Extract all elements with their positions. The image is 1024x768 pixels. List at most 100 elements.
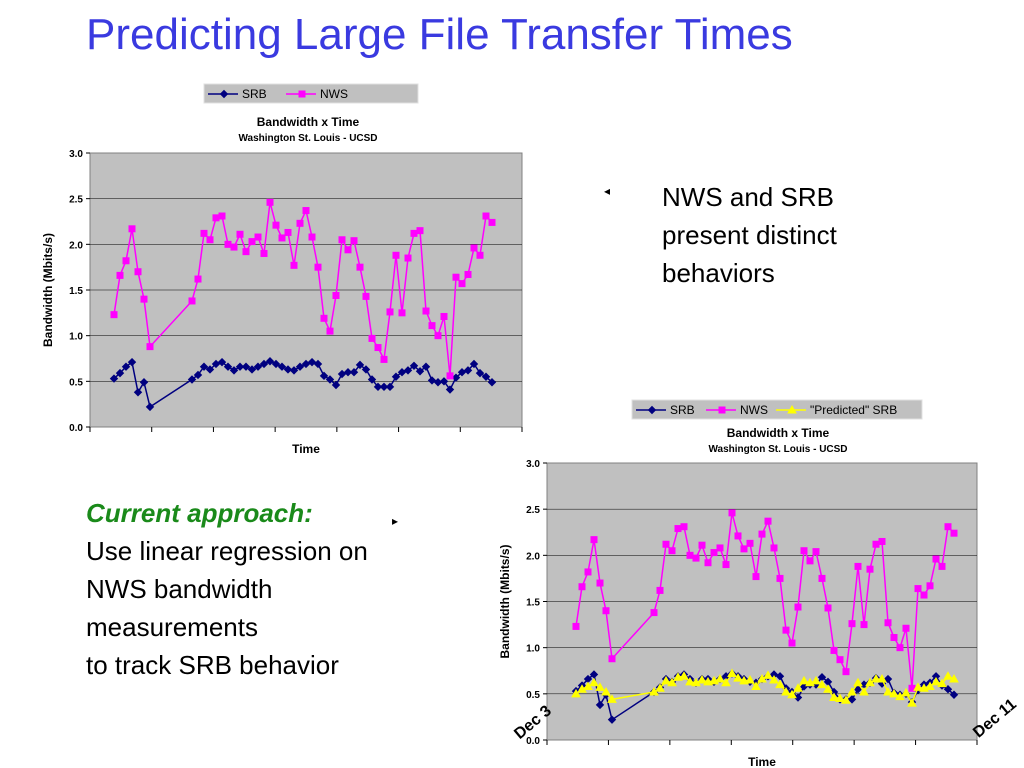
y-tick-label: 1.5 bbox=[69, 286, 83, 297]
data-point bbox=[715, 674, 725, 683]
data-point bbox=[806, 557, 814, 565]
y-tick-label: 1.0 bbox=[69, 332, 83, 343]
data-point bbox=[799, 675, 809, 685]
data-point bbox=[679, 671, 689, 680]
data-point bbox=[686, 551, 694, 559]
data-point bbox=[295, 362, 305, 371]
data-point bbox=[704, 559, 712, 567]
data-point bbox=[685, 676, 695, 686]
data-point bbox=[775, 679, 785, 689]
data-point bbox=[692, 554, 700, 562]
y-tick-label: 2.5 bbox=[526, 505, 540, 516]
data-point bbox=[356, 263, 364, 271]
data-point bbox=[458, 280, 466, 288]
data-point bbox=[223, 362, 233, 371]
data-point bbox=[146, 343, 154, 351]
data-point bbox=[235, 362, 245, 371]
chart-subtitle: Washington St. Louis - UCSD bbox=[238, 133, 377, 144]
current-approach-block: ▸ Current approach: Use linear regressio… bbox=[86, 494, 446, 684]
data-point bbox=[901, 687, 911, 697]
data-point bbox=[745, 674, 755, 684]
data-point bbox=[133, 388, 143, 397]
data-point bbox=[602, 607, 610, 615]
data-point bbox=[823, 684, 833, 693]
data-point bbox=[367, 375, 377, 384]
data-point bbox=[302, 207, 310, 215]
data-point bbox=[835, 693, 845, 702]
y-tick-label: 1.0 bbox=[526, 644, 540, 655]
data-point bbox=[248, 238, 256, 246]
data-point bbox=[206, 236, 214, 244]
data-point bbox=[373, 382, 383, 392]
y-tick-label: 2.5 bbox=[69, 195, 83, 206]
data-point bbox=[404, 254, 412, 262]
data-point bbox=[212, 214, 220, 222]
data-point bbox=[313, 359, 323, 369]
data-point bbox=[842, 668, 850, 676]
data-point bbox=[812, 548, 820, 556]
data-point bbox=[847, 686, 857, 696]
data-point bbox=[590, 536, 598, 544]
data-point bbox=[595, 682, 605, 691]
data-point bbox=[487, 378, 497, 387]
data-point bbox=[457, 367, 467, 377]
y-tick-label: 3.0 bbox=[526, 459, 540, 470]
data-point bbox=[848, 620, 856, 628]
data-point bbox=[853, 677, 863, 687]
data-point bbox=[139, 378, 149, 387]
data-point bbox=[271, 359, 281, 369]
data-point bbox=[331, 380, 341, 390]
data-point bbox=[770, 544, 778, 552]
data-point bbox=[914, 585, 922, 593]
data-point bbox=[943, 685, 953, 694]
data-point bbox=[854, 562, 862, 570]
series-predicted-srb bbox=[571, 668, 959, 707]
data-point bbox=[242, 248, 250, 256]
data-point bbox=[877, 674, 887, 683]
y-axis-label: Bandwidth (Mbits/s) bbox=[500, 545, 512, 659]
data-point bbox=[446, 372, 454, 380]
data-point bbox=[326, 327, 334, 335]
chart-svg: SRB NWS Bandwidth x Time Washington St. Lou… bbox=[41, 83, 523, 456]
data-point bbox=[475, 368, 485, 378]
data-point bbox=[464, 270, 472, 278]
legend-label: NWS bbox=[740, 403, 768, 417]
y-tick-label: 0.0 bbox=[69, 423, 83, 434]
data-point bbox=[758, 530, 766, 538]
data-point bbox=[422, 307, 430, 315]
data-point bbox=[332, 291, 340, 299]
legend-marker bbox=[219, 89, 229, 99]
data-point bbox=[481, 372, 491, 381]
data-point bbox=[284, 228, 292, 236]
bullet-arrow-icon: ◂ bbox=[604, 184, 611, 198]
data-point bbox=[410, 229, 418, 237]
bandwidth-chart-top: SRB NWS Bandwidth x Time Washington St. Lou… bbox=[36, 80, 536, 460]
x-axis-label: Time bbox=[748, 755, 776, 768]
data-point bbox=[571, 688, 581, 698]
data-point bbox=[224, 240, 232, 248]
data-point bbox=[229, 366, 239, 375]
data-point bbox=[667, 677, 677, 687]
data-point bbox=[883, 674, 893, 684]
data-point bbox=[752, 573, 760, 581]
data-point bbox=[415, 367, 425, 376]
data-point bbox=[764, 517, 772, 525]
data-point bbox=[926, 582, 934, 590]
data-point bbox=[121, 362, 131, 371]
data-point bbox=[361, 365, 371, 374]
data-point bbox=[847, 695, 857, 704]
data-point bbox=[937, 678, 947, 688]
data-point bbox=[931, 676, 941, 686]
data-point bbox=[817, 679, 827, 689]
data-point bbox=[572, 622, 580, 630]
data-point bbox=[301, 359, 311, 369]
data-point bbox=[115, 368, 125, 378]
data-point bbox=[265, 357, 275, 366]
data-point bbox=[314, 263, 322, 271]
y-tick-label: 1.5 bbox=[526, 598, 540, 609]
data-point bbox=[674, 525, 682, 533]
series-nws bbox=[110, 198, 496, 380]
data-point bbox=[320, 314, 328, 322]
y-tick-label: 2.0 bbox=[526, 551, 540, 562]
legend-label: SRB bbox=[242, 87, 267, 101]
